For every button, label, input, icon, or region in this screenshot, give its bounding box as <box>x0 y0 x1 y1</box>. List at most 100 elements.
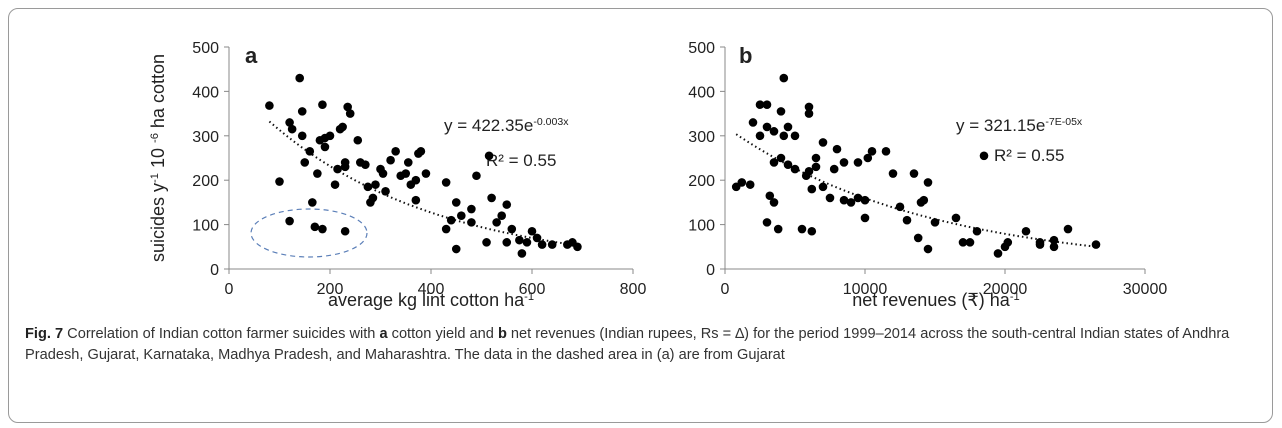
panel-label: b <box>739 43 752 68</box>
point <box>330 180 340 189</box>
point <box>790 131 800 141</box>
x-axis-label: average kg lint cotton ha-1 <box>328 290 534 310</box>
point <box>285 118 294 127</box>
text-part: -1 <box>1010 291 1020 303</box>
x-tick-label: 600 <box>519 281 546 298</box>
point <box>818 138 828 147</box>
point <box>368 193 378 203</box>
point <box>909 169 919 178</box>
point <box>295 73 305 83</box>
point <box>811 162 821 172</box>
point <box>804 167 814 176</box>
point <box>1035 238 1045 247</box>
y-tick-label: 400 <box>688 84 715 101</box>
text-part: average kg lint cotton ha <box>328 290 525 310</box>
point <box>807 226 817 236</box>
point <box>325 131 335 141</box>
point <box>863 153 873 163</box>
point <box>297 107 307 116</box>
point <box>919 195 929 205</box>
caption-part: a <box>379 326 388 342</box>
equation: y = 422.35e-0.003x <box>444 116 569 135</box>
point <box>1049 235 1059 245</box>
point <box>275 177 284 186</box>
point <box>371 180 380 189</box>
y-tick-label: 400 <box>192 84 219 101</box>
point <box>829 164 839 174</box>
y-tick-label: 100 <box>192 218 219 235</box>
point <box>467 204 476 214</box>
point <box>401 169 411 178</box>
point <box>979 151 989 161</box>
point <box>497 211 507 221</box>
point <box>783 122 793 132</box>
point <box>902 215 912 225</box>
point <box>457 211 466 221</box>
point <box>537 240 547 249</box>
point <box>492 218 501 227</box>
text-part: y = 321.15e <box>956 116 1045 135</box>
point <box>441 178 451 187</box>
point <box>867 147 877 156</box>
text-part: -6 <box>149 133 161 143</box>
point <box>853 193 863 203</box>
point <box>386 155 395 165</box>
point <box>287 124 297 134</box>
point <box>779 73 789 83</box>
caption-part: Correlation of Indian cotton farmer suic… <box>63 326 380 342</box>
r-squared: R² = 0.55 <box>994 146 1064 165</box>
point <box>951 213 961 223</box>
point <box>755 100 765 110</box>
point <box>378 169 388 178</box>
point <box>446 215 456 225</box>
point <box>776 153 786 163</box>
point <box>297 131 307 141</box>
point <box>451 198 461 207</box>
text-part: -1 <box>149 173 161 183</box>
y-tick-label: 500 <box>192 40 219 57</box>
point <box>472 171 481 181</box>
point <box>769 198 779 207</box>
point <box>993 249 1003 258</box>
point <box>338 122 347 132</box>
panel-label: a <box>245 43 258 68</box>
point <box>421 169 431 178</box>
point <box>895 202 905 212</box>
x-tick-label: 0 <box>225 281 234 298</box>
point <box>507 224 517 234</box>
point <box>484 151 494 161</box>
point <box>755 131 765 141</box>
point <box>745 180 755 189</box>
y-tick-label: 300 <box>192 129 219 146</box>
point <box>888 169 898 178</box>
x-tick-label: 10000 <box>843 281 888 298</box>
point <box>773 224 783 234</box>
text-part: -0.003x <box>533 116 569 128</box>
point <box>1063 224 1073 234</box>
point <box>318 224 327 234</box>
point <box>748 118 758 127</box>
point <box>1003 238 1013 247</box>
point <box>779 131 789 141</box>
point <box>532 233 542 243</box>
point <box>441 224 451 234</box>
point <box>340 158 350 167</box>
point <box>573 242 582 252</box>
x-tick-label: 800 <box>620 281 647 298</box>
text-part: ha cotton <box>148 54 168 133</box>
point <box>318 100 327 110</box>
point <box>860 213 870 223</box>
point <box>285 216 294 226</box>
point <box>762 100 772 110</box>
x-axis-label: net revenues (₹) ha-1 <box>852 290 1019 310</box>
y-tick-label: 500 <box>688 40 715 57</box>
point <box>797 224 807 234</box>
point <box>515 235 524 245</box>
point <box>930 218 940 227</box>
point <box>411 175 421 185</box>
point <box>522 238 532 247</box>
x-tick-label: 0 <box>721 281 730 298</box>
point <box>308 198 317 207</box>
point <box>502 238 512 247</box>
x-tick-label: 400 <box>418 281 445 298</box>
